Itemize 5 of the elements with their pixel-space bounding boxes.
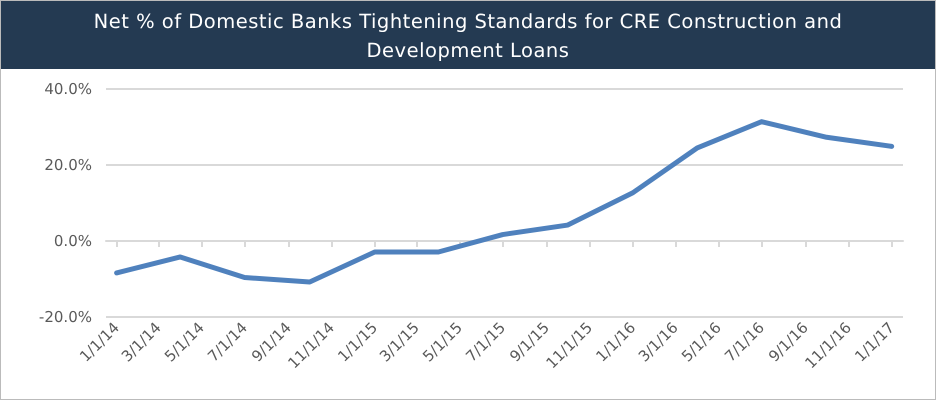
y-tick-label: 20.0%: [44, 156, 92, 174]
y-tick-label: -20.0%: [38, 308, 92, 326]
y-tick-label: 40.0%: [44, 80, 92, 98]
y-tick-label: 0.0%: [54, 232, 92, 250]
chart-title: Net % of Domestic Banks Tightening Standards for CRE Construction and Development Loans: [1, 1, 935, 69]
